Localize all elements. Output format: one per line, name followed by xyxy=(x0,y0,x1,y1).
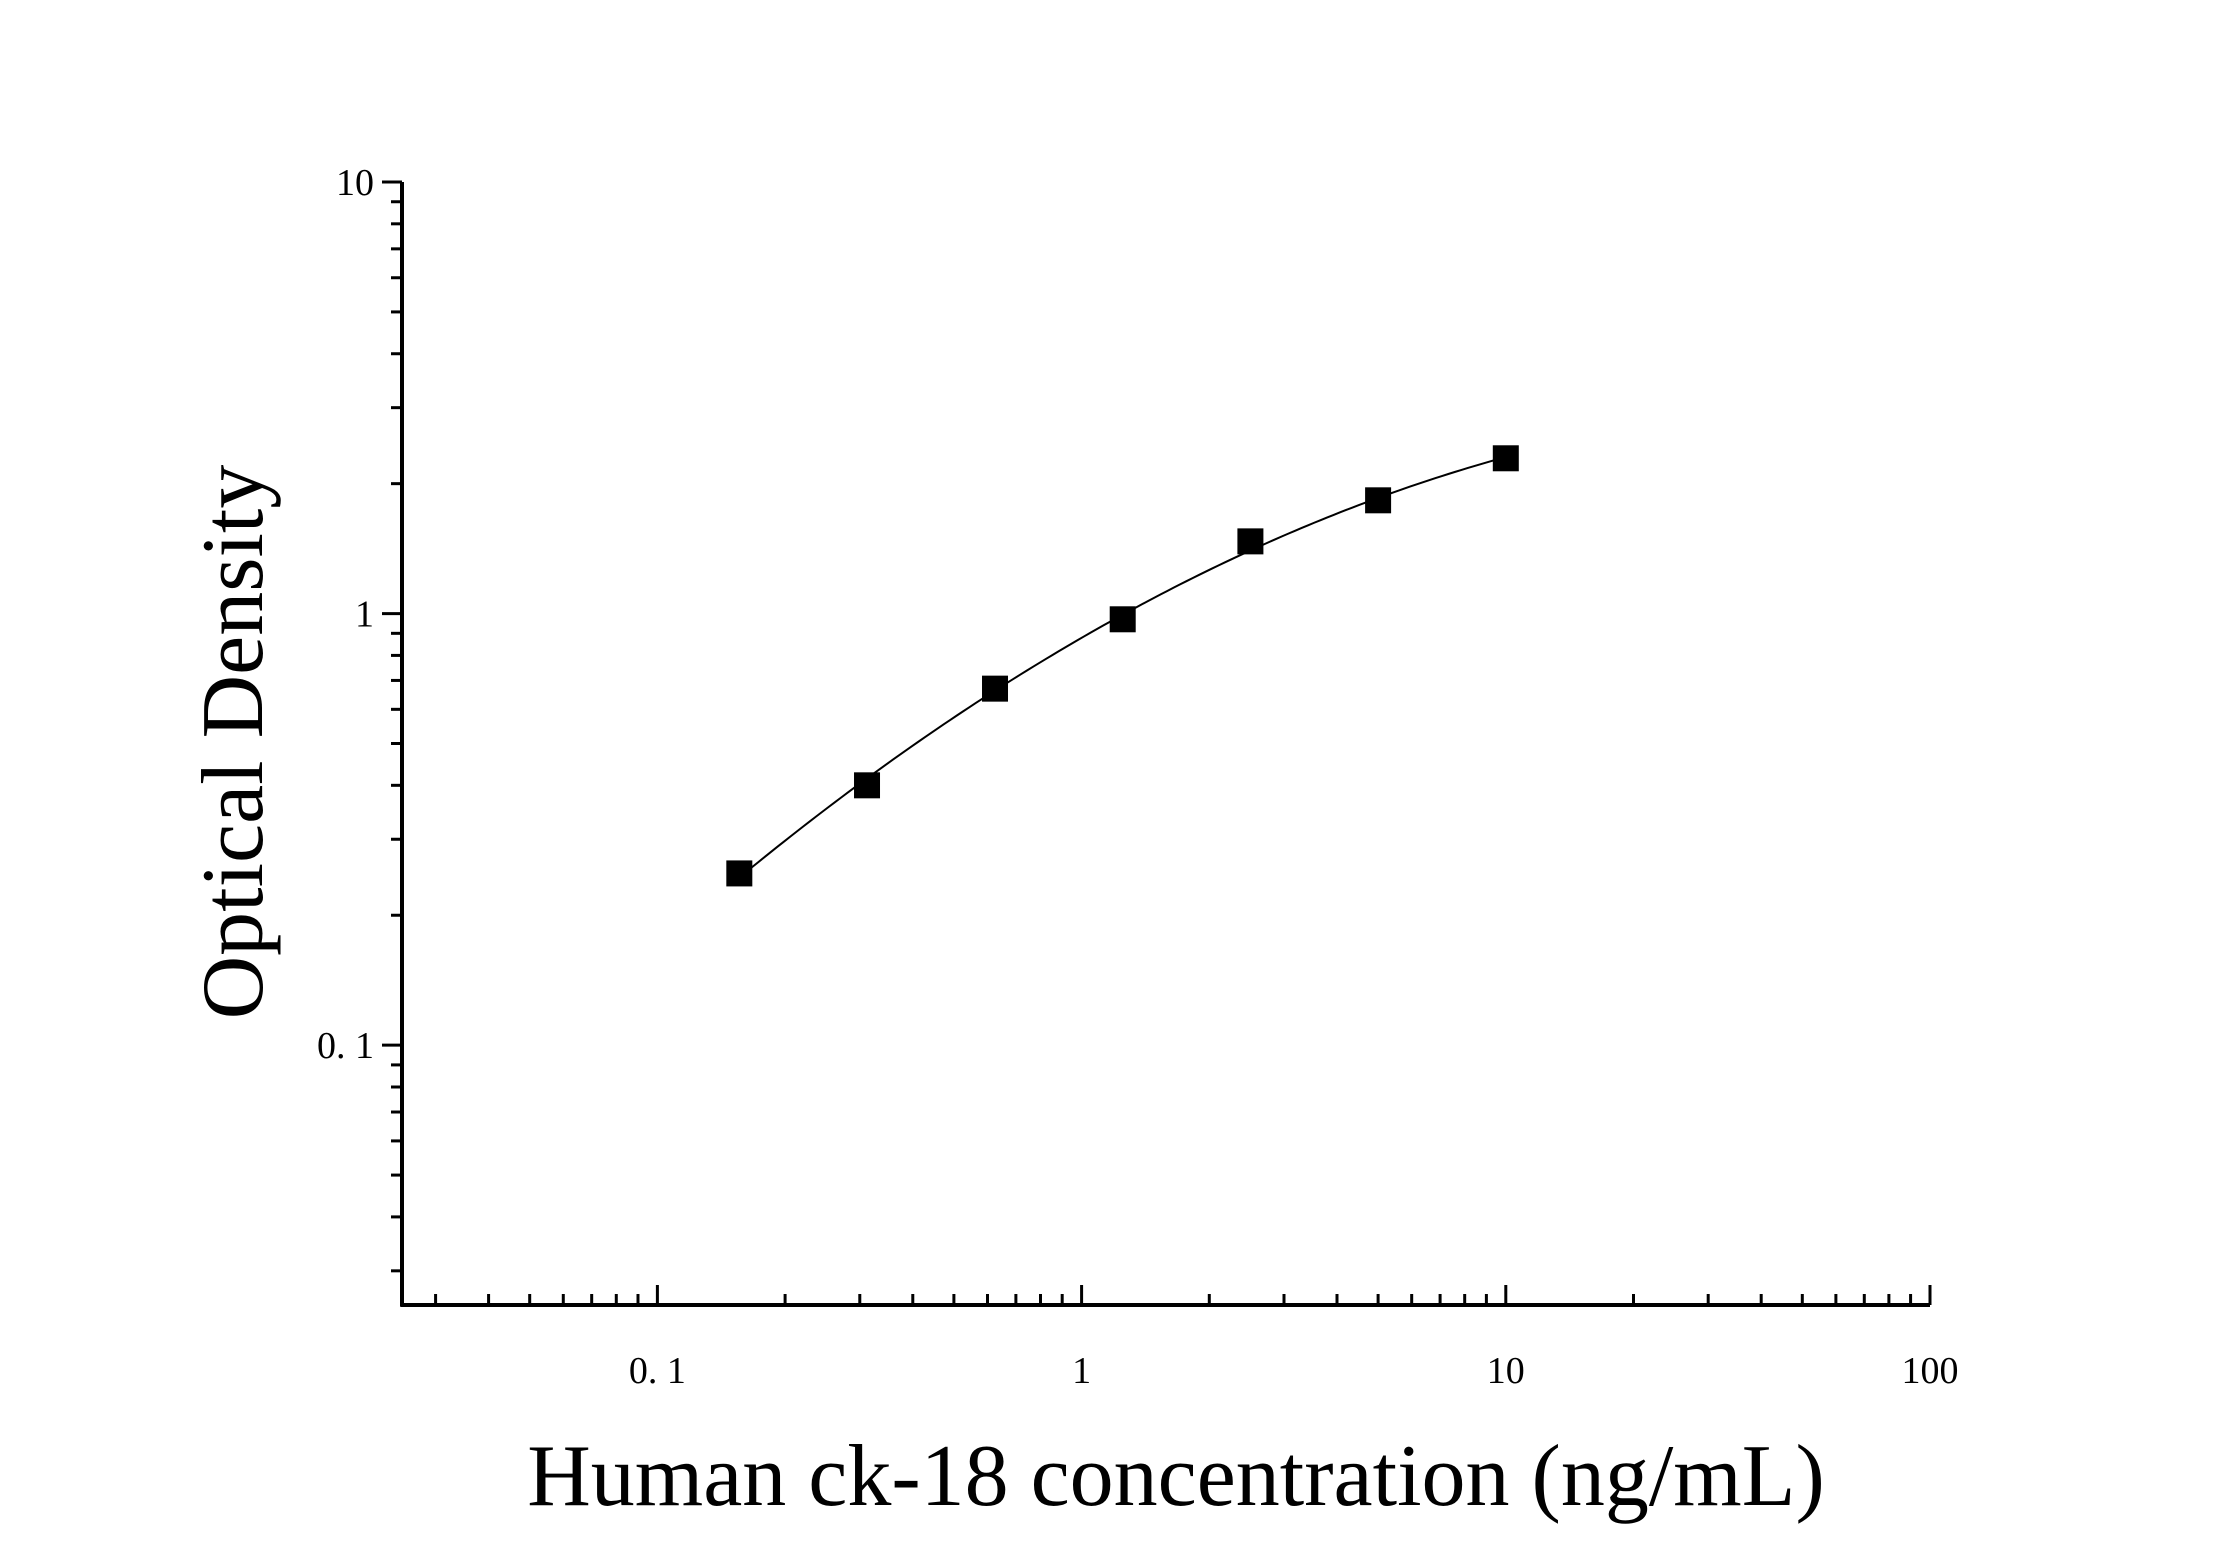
y-tick-label: 1 xyxy=(355,594,374,636)
x-axis-title: Human ck-18 concentration (ng/mL) xyxy=(527,1428,1825,1525)
y-tick-label: 0. 1 xyxy=(317,1025,374,1067)
x-tick-label: 0. 1 xyxy=(629,1350,686,1392)
y-axis-title: Optical Density xyxy=(185,465,282,1020)
axes xyxy=(400,182,1930,1307)
x-tick-label: 100 xyxy=(1902,1350,1959,1392)
y-axis-tick-labels: 0. 1 1 10 xyxy=(317,162,374,1067)
data-point xyxy=(1365,487,1392,514)
x-tick-label: 10 xyxy=(1487,1350,1525,1392)
data-point xyxy=(854,772,881,799)
y-axis-ticks xyxy=(382,180,402,1273)
data-point xyxy=(982,675,1009,702)
data-points xyxy=(726,445,1519,887)
data-point xyxy=(1109,606,1136,633)
data-point xyxy=(1237,528,1264,555)
x-tick-label: 1 xyxy=(1072,1350,1091,1392)
x-axis-ticks xyxy=(434,1285,1932,1305)
x-axis-tick-labels: 0. 1 1 10 100 xyxy=(629,1350,1959,1392)
fit-curve xyxy=(738,456,1507,879)
data-point xyxy=(726,860,753,887)
y-tick-label: 10 xyxy=(336,162,374,204)
data-point xyxy=(1492,445,1519,472)
